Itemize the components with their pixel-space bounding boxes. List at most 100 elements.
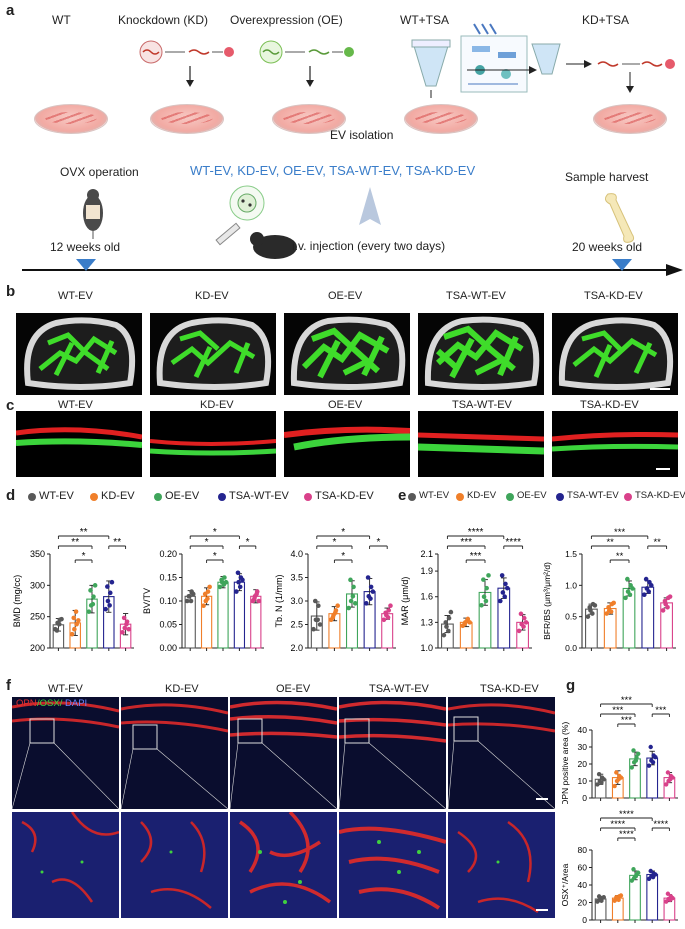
data-point	[516, 628, 522, 634]
data-point	[614, 770, 619, 775]
culture-dish-wt	[34, 104, 108, 134]
significance-label: *	[376, 537, 380, 548]
significance-label: **	[80, 527, 88, 538]
group-label-oe: Overexpression (OE)	[230, 13, 343, 27]
panel-f-label-oe-ev: OE-EV	[276, 683, 311, 695]
panel-label-c: c	[6, 397, 15, 414]
chart-bvtv: 0.00 0.05 0.10 0.15 0.20 BV/TV * * * *	[142, 527, 264, 653]
y-tick-label: 20	[578, 759, 588, 769]
calcein-image-tsa-kd-ev	[552, 411, 678, 477]
significance-label: **	[113, 537, 121, 548]
legend-label-tsa-wt-ev: TSA-WT-EV	[229, 490, 289, 502]
panel-label-g: g	[566, 677, 576, 694]
data-point	[388, 603, 393, 608]
panel-c-label-oe-ev: OE-EV	[328, 399, 363, 411]
data-point	[446, 615, 452, 621]
y-tick-label: 0	[582, 915, 587, 925]
legend-label-oe-ev: OE-EV	[517, 490, 547, 501]
data-point	[590, 611, 595, 616]
significance-label: *	[82, 551, 86, 562]
culture-dish-wt-tsa	[404, 104, 478, 134]
data-point	[365, 575, 371, 580]
panel-f-label-wt-ev: WT-EV	[48, 683, 83, 695]
significance-label: **	[71, 537, 79, 548]
significance-label: *	[332, 537, 336, 548]
data-point	[315, 617, 320, 623]
culture-dish-kd-tsa	[593, 104, 667, 134]
panel-f-label-kd-ev: KD-EV	[165, 683, 199, 695]
bar-wt-ev	[184, 595, 196, 649]
ovx-mouse-icon	[83, 189, 103, 239]
data-point	[352, 601, 358, 606]
legend-dot-tsa-kd-ev	[624, 493, 632, 501]
panel-f-label-tsa-wt-ev: TSA-WT-EV	[369, 683, 429, 695]
data-point	[364, 601, 369, 606]
data-point	[618, 775, 624, 780]
ovx-operation-label: OVX operation	[60, 165, 139, 179]
data-point	[234, 589, 239, 594]
significance-label: ***	[621, 715, 632, 726]
kd-tsa-illustration	[531, 43, 675, 93]
data-point	[368, 584, 374, 590]
data-point	[202, 591, 208, 597]
data-point	[312, 598, 318, 604]
if-zoom-tsa-wt-ev	[339, 812, 446, 918]
data-point	[54, 628, 60, 633]
data-point	[665, 770, 671, 775]
data-point	[346, 605, 352, 611]
data-point	[625, 576, 630, 582]
y-tick-label: 1.6	[420, 592, 433, 602]
microct-image-oe-ev	[284, 313, 410, 395]
panel-b-label-tsa-wt-ev: TSA-WT-EV	[446, 290, 506, 302]
data-point	[630, 586, 635, 591]
y-tick-label: 30	[578, 742, 588, 752]
legend-dot-oe-ev	[506, 493, 514, 501]
data-point	[462, 621, 467, 627]
data-point	[646, 763, 652, 768]
panel-b-label-kd-ev: KD-EV	[195, 290, 229, 302]
data-point	[648, 744, 653, 750]
y-axis-label: Tb. N (1/mm)	[274, 574, 284, 627]
data-point	[368, 596, 373, 601]
data-point	[467, 620, 472, 625]
significance-label: *	[341, 551, 345, 562]
panel-b-label-oe-ev: OE-EV	[328, 290, 363, 302]
data-point	[76, 618, 81, 623]
data-point	[623, 595, 628, 601]
data-point	[587, 604, 593, 610]
data-point	[186, 594, 192, 599]
data-point	[633, 874, 639, 879]
data-point	[240, 577, 245, 583]
if-overview-wt-ev	[12, 697, 119, 809]
ev-groups-label: WT-EV, KD-EV, OE-EV, TSA-WT-EV, TSA-KD-E…	[190, 163, 476, 178]
if-overview-oe-ev	[230, 697, 337, 809]
legend-dot-tsa-kd-ev	[304, 493, 312, 501]
data-point	[653, 755, 658, 760]
data-point	[223, 579, 229, 585]
data-point	[650, 760, 656, 765]
data-point	[499, 573, 505, 578]
panel-label-b: b	[6, 283, 16, 300]
data-point	[88, 588, 93, 593]
significance-label: ***	[621, 695, 632, 706]
data-point	[105, 584, 110, 589]
panel-c-label-kd-ev: KD-EV	[200, 399, 234, 411]
y-tick-label: 3.0	[290, 596, 303, 606]
data-point	[503, 581, 508, 587]
legend-label-wt-ev: WT-EV	[39, 490, 74, 502]
y-tick-label: 40	[578, 725, 588, 735]
data-point	[611, 600, 616, 606]
data-point	[69, 631, 75, 637]
data-point	[256, 598, 262, 604]
data-point	[635, 870, 641, 875]
microct-image-wt-ev	[16, 313, 142, 395]
data-point	[184, 598, 190, 604]
data-point	[596, 772, 602, 777]
significance-label: ****	[505, 537, 521, 548]
significance-label: ****	[619, 829, 634, 840]
data-point	[59, 616, 64, 622]
panel-b-label-wt-ev: WT-EV	[58, 290, 93, 302]
legend-dot-tsa-wt-ev	[218, 493, 226, 501]
